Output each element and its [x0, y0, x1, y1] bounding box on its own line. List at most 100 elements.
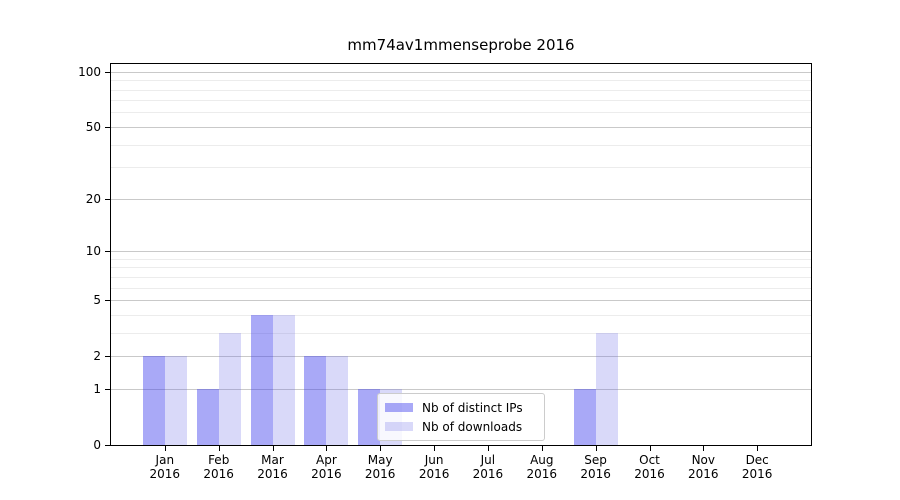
x-axis-label-year: 2016	[741, 467, 773, 481]
x-axis-label-month: Oct	[639, 453, 660, 467]
y-axis-tick	[105, 445, 110, 446]
bar-distinct-ips	[304, 356, 327, 445]
x-axis-label: Dec 2016	[727, 453, 787, 481]
bar-distinct-ips	[573, 388, 596, 445]
gridline-minor	[111, 100, 811, 102]
legend-swatch-downloads	[385, 422, 413, 431]
y-axis-tick-label: 1	[93, 381, 101, 396]
x-axis-label-year: 2016	[311, 467, 342, 481]
legend-row-downloads: Nb of downloads	[385, 417, 536, 436]
gridline-minor	[111, 332, 811, 334]
gridline-minor	[111, 89, 811, 91]
x-axis-label: Jan 2016	[135, 453, 195, 481]
y-axis-tick	[105, 126, 110, 128]
x-axis-label-year: 2016	[472, 467, 504, 481]
x-axis-tick	[326, 446, 328, 451]
legend-row-distinct-ips: Nb of distinct IPs	[385, 398, 536, 417]
legend-label-downloads: Nb of downloads	[422, 419, 523, 434]
x-axis-label-year: 2016	[257, 467, 288, 481]
x-axis-label: Oct 2016	[620, 453, 680, 481]
y-axis-tick	[105, 71, 110, 73]
x-axis-label-month: Aug	[530, 453, 554, 467]
x-axis-label: Aug 2016	[512, 453, 572, 481]
x-axis-label-year: 2016	[364, 467, 396, 481]
legend: Nb of distinct IPs Nb of downloads	[377, 393, 545, 441]
x-axis-label-year: 2016	[580, 467, 611, 481]
x-axis-label: Mar 2016	[243, 453, 303, 481]
gridline-minor	[111, 167, 811, 169]
bar-distinct-ips	[358, 388, 381, 445]
y-axis-tick-label: 100	[78, 64, 101, 79]
gridline-minor	[111, 258, 811, 260]
x-axis-tick	[272, 446, 274, 451]
y-axis-tick-label: 5	[93, 293, 101, 307]
x-axis-label: Nov 2016	[673, 453, 733, 481]
x-axis-tick	[218, 446, 220, 451]
y-axis-tick	[105, 388, 110, 390]
legend-swatch-distinct-ips	[385, 403, 413, 412]
gridline-major	[111, 356, 811, 358]
gridline-major	[111, 71, 811, 73]
x-axis-label: Jun 2016	[404, 453, 464, 481]
x-axis-label-month: Feb	[208, 453, 230, 467]
x-axis-tick	[541, 446, 543, 451]
gridline-minor	[111, 112, 811, 114]
x-axis-tick	[380, 446, 382, 451]
gridline-major	[111, 198, 811, 200]
x-axis-label-month: Mar	[261, 453, 284, 467]
x-axis-label: May 2016	[350, 453, 410, 481]
legend-label-distinct-ips: Nb of distinct IPs	[422, 400, 523, 415]
bar-distinct-ips	[196, 388, 219, 445]
x-axis-label-month: Dec	[745, 453, 769, 467]
x-axis-label: Sep 2016	[566, 453, 626, 481]
plot-area: 0 1 2 5 10 20 50 100 Jan 2016 Feb 2016 Mar 2016 Apr 201…	[78, 63, 812, 481]
x-axis-label: Feb 2016	[189, 453, 249, 481]
y-axis-tick	[105, 251, 110, 252]
x-axis-label-month: Apr	[316, 453, 337, 467]
x-axis-label-year: 2016	[418, 467, 450, 481]
y-axis-tick-label: 2	[93, 349, 101, 364]
chart-title: mm74av1mmenseprobe 2016	[347, 36, 575, 54]
gridline-minor	[111, 267, 811, 269]
gridline-major	[111, 300, 811, 301]
x-axis-tick	[434, 446, 436, 451]
x-axis-tick	[487, 446, 489, 451]
y-axis-tick	[105, 300, 110, 301]
bar-downloads	[326, 356, 349, 445]
y-axis-tick	[105, 198, 110, 200]
bar-distinct-ips	[250, 314, 273, 445]
x-axis-label-month: May	[367, 453, 393, 467]
x-axis-tick	[595, 446, 597, 451]
bar-downloads	[164, 356, 187, 445]
x-axis-label: Jul 2016	[458, 453, 518, 481]
gridline-minor	[111, 80, 811, 82]
x-axis-label-year: 2016	[634, 467, 665, 481]
x-axis-tick	[703, 446, 705, 451]
x-axis-label-year: 2016	[203, 467, 234, 481]
x-axis-label-year: 2016	[149, 467, 181, 481]
x-axis-tick	[164, 446, 166, 451]
gridline-major	[111, 251, 811, 252]
bar-downloads	[595, 332, 618, 445]
gridline-minor	[111, 276, 811, 278]
y-axis-tick	[105, 356, 110, 358]
y-axis-tick-label: 50	[85, 119, 101, 134]
x-axis-tick	[757, 446, 759, 451]
y-axis-tick-label: 20	[85, 191, 101, 206]
x-axis-label-year: 2016	[526, 467, 558, 481]
x-axis-label: Apr 2016	[296, 453, 356, 481]
y-axis-tick-label: 0	[93, 438, 101, 452]
gridline-major	[111, 388, 811, 390]
gridline-minor	[111, 287, 811, 289]
gridline-major	[111, 126, 811, 128]
x-axis-label-month: Jul	[480, 453, 496, 467]
bar-downloads	[272, 314, 295, 445]
x-axis-label-year: 2016	[688, 467, 719, 481]
y-axis-tick-label: 10	[85, 244, 101, 258]
gridline-minor	[111, 314, 811, 316]
bar-distinct-ips	[142, 356, 165, 445]
x-axis-label-month: Jan	[155, 453, 175, 467]
x-axis-tick	[649, 446, 651, 451]
gridline-minor	[111, 144, 811, 146]
